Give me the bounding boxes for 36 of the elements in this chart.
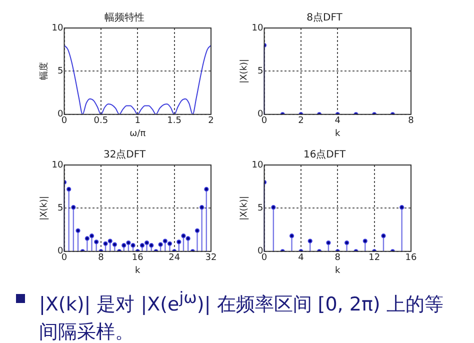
x-axis-title: k (335, 128, 342, 139)
y-tick-label: 10 (52, 160, 64, 170)
y-tick-label: 10 (252, 160, 264, 170)
x-axis-title: ω/π (130, 128, 146, 139)
y-axis-title: |X(k)| (240, 58, 250, 84)
x-tick-label: 4 (298, 253, 304, 264)
y-tick-label: 5 (58, 204, 64, 214)
chart-title: 32点DFT (103, 148, 146, 161)
y-axis-title: 幅度 (38, 62, 50, 80)
x-tick-label: 24 (168, 253, 180, 264)
y-tick-label: 5 (258, 66, 264, 77)
x-tick-label: 1.5 (167, 116, 182, 126)
x-tick-label: 8 (408, 116, 414, 126)
x-tick-label: 12 (368, 253, 380, 264)
x-tick-label: 32 (205, 253, 217, 264)
y-axis-title: |X(k)| (240, 196, 250, 220)
y-tick-label: 5 (258, 204, 264, 214)
text: |X(k)| 是对 |X(e$^{jω}$)| 在频率区间 [0, 2π) 上的等间隔采样。 (39, 288, 444, 343)
x-tick-label: 0.5 (94, 116, 108, 126)
x-tick-label: 4 (334, 116, 341, 126)
chart-title: 幅频特性 (104, 12, 144, 24)
x-axis-title: k (135, 266, 142, 276)
y-tick-label: 5 (58, 66, 64, 77)
x-tick-label: 16 (405, 253, 417, 264)
y-tick-label: 10 (252, 23, 264, 34)
x-tick-label: 16 (132, 253, 144, 264)
chart-title: 8点DFT (306, 12, 344, 24)
chart-title: 16点DFT (303, 148, 346, 161)
x-axis-title: k (335, 266, 342, 276)
x-tick-label: 1 (134, 116, 140, 126)
x-tick-label: 8 (98, 253, 104, 264)
x-tick-label: 2 (298, 116, 304, 126)
x-tick-label: 8 (334, 253, 341, 264)
x-tick-label: 2 (208, 116, 214, 126)
y-axis-title: |X(k)| (40, 196, 50, 220)
y-tick-label: 10 (52, 23, 64, 34)
